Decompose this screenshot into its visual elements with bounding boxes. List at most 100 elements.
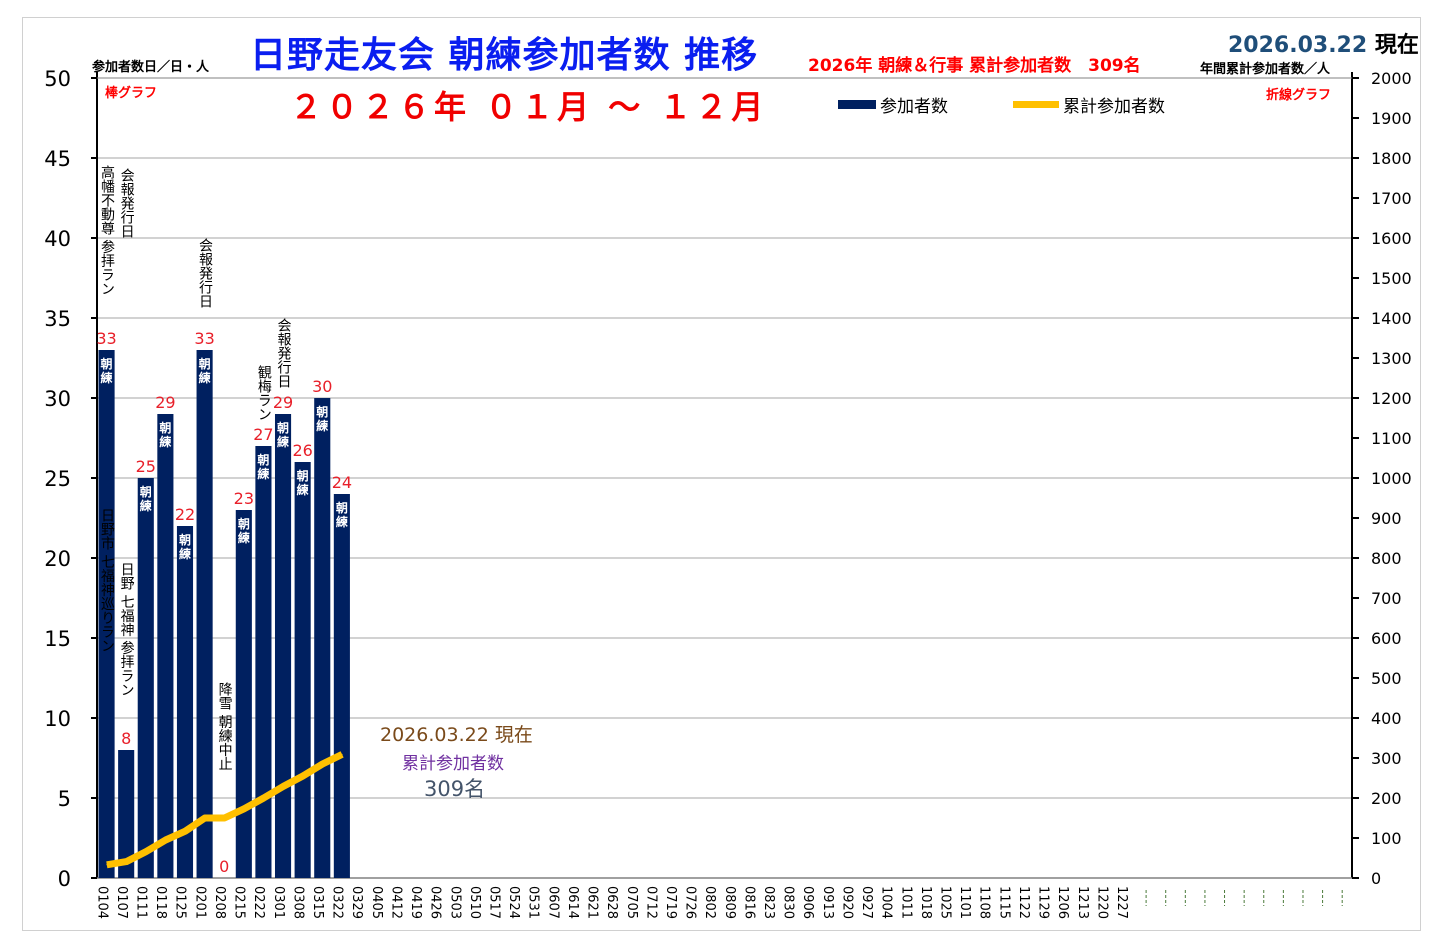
x-tick-label: 1129 xyxy=(1036,886,1051,919)
bar-inner-label: 朝 xyxy=(257,452,269,467)
x-tick-label: 0107 xyxy=(114,886,129,919)
line-graph-tag: 折線グラフ xyxy=(1266,88,1332,103)
x-tick-label: 0301 xyxy=(271,886,286,919)
x-tick-label: 0628 xyxy=(604,886,619,919)
bar-inner-label: 朝 xyxy=(179,532,191,547)
x-tick-label: 0426 xyxy=(428,886,443,919)
cumulative-point xyxy=(263,797,265,799)
bar-value-label: 26 xyxy=(292,441,312,460)
bar xyxy=(196,350,213,878)
x-tick-label: 0419 xyxy=(408,886,423,919)
cumulative-point xyxy=(302,775,304,777)
y-tick-label: 25 xyxy=(44,467,71,491)
x-tick-label: 0405 xyxy=(369,886,384,919)
bar-inner-label: 練 xyxy=(238,530,250,545)
bar xyxy=(333,494,350,878)
annotation: 観梅ラン xyxy=(255,365,272,421)
x-tick-label: 0315 xyxy=(310,886,325,919)
cumulative-point xyxy=(223,817,225,819)
x-tick-label: 1115 xyxy=(996,886,1011,919)
cumulative-point xyxy=(204,817,206,819)
y2-tick-label: 500 xyxy=(1371,669,1402,688)
bar-value-label: 29 xyxy=(155,393,175,412)
bar xyxy=(98,350,115,878)
bar-inner-label: 練 xyxy=(336,514,348,529)
bar xyxy=(235,510,252,878)
y2-tick-label: 300 xyxy=(1371,749,1402,768)
y2-tick-label: 1600 xyxy=(1371,229,1412,248)
y2-tick-label: 1300 xyxy=(1371,349,1412,368)
x-tick-label: 1213 xyxy=(1075,886,1090,919)
x-tick-label: 0308 xyxy=(290,886,305,919)
y2-tick-label: 1700 xyxy=(1371,189,1412,208)
y2-tick-label: 100 xyxy=(1371,829,1402,848)
x-tick-label: 0712 xyxy=(643,886,658,919)
y-tick-label: 0 xyxy=(58,867,71,891)
x-tick-label: 0208 xyxy=(212,886,227,919)
annotation: 高幡不動尊 参拝ラン xyxy=(99,165,115,296)
bar-value-label: 30 xyxy=(312,377,332,396)
bar-graph-tag: 棒グラフ xyxy=(105,86,158,101)
x-tick-label: 0920 xyxy=(839,886,854,919)
y2-axis-label: 年間累計参加者数／人 xyxy=(1200,62,1331,77)
cumulative-point xyxy=(243,808,245,810)
x-tick-label: 0412 xyxy=(388,886,403,919)
annotation: 会報発行日 xyxy=(275,318,292,388)
y2-tick-label: 1500 xyxy=(1371,269,1412,288)
bar xyxy=(137,478,154,878)
x-tick-label: 0705 xyxy=(624,886,639,919)
legend-item-bars: 参加者数 xyxy=(838,92,948,117)
cumulative-point xyxy=(125,861,127,863)
bar xyxy=(118,750,135,878)
bar xyxy=(255,446,272,878)
x-tick-label: 1206 xyxy=(1055,886,1070,919)
y-axis-label: 参加者数日／日・人 xyxy=(92,60,210,75)
x-tick-label: 0614 xyxy=(565,886,580,919)
x-tick-label: 0816 xyxy=(741,886,756,919)
x-tick-label: 0104 xyxy=(94,886,109,919)
bar-inner-label: 朝 xyxy=(101,356,113,371)
x-tick-label: 0215 xyxy=(232,886,247,919)
x-tick-label: 0329 xyxy=(349,886,364,919)
x-tick-label: 0927 xyxy=(859,886,874,919)
bar-inner-label: 朝 xyxy=(277,420,289,435)
bar-inner-label: 朝 xyxy=(238,516,250,531)
bar xyxy=(157,414,174,878)
x-tick-label: 0726 xyxy=(683,886,698,919)
bar-value-label: 33 xyxy=(194,329,214,348)
x-tick-label: 0503 xyxy=(447,886,462,919)
y2-tick-label: 800 xyxy=(1371,549,1402,568)
x-tick-label: 0125 xyxy=(173,886,188,919)
x-tick-label: 0913 xyxy=(820,886,835,919)
x-tick-label: 0322 xyxy=(330,886,345,919)
as-of-date: 2026.03.22 現在 xyxy=(1228,27,1419,59)
bar xyxy=(176,526,194,878)
y-tick-label: 10 xyxy=(44,707,71,731)
y2-tick-label: 0 xyxy=(1371,869,1381,888)
cumulative-point xyxy=(145,851,147,853)
x-tick-label: 1004 xyxy=(879,886,894,919)
bar-inner-label: 朝 xyxy=(336,500,348,515)
bar-inner-label: 朝 xyxy=(316,404,328,419)
bar-value-label: 0 xyxy=(219,857,229,876)
chart-frame xyxy=(22,17,1421,931)
bar-value-label: 27 xyxy=(253,425,273,444)
callout-label: 累計参加者数 xyxy=(402,754,504,774)
bar-inner-label: 朝 xyxy=(297,468,309,483)
x-tick-label: 0823 xyxy=(761,886,776,919)
cumulative-point xyxy=(322,763,324,765)
cumulative-point xyxy=(282,785,284,787)
x-tick-label: 0517 xyxy=(486,886,501,919)
y2-tick-label: 400 xyxy=(1371,709,1402,728)
chart-title: 日野走友会 朝練参加者数 推移 xyxy=(250,35,759,76)
y2-tick-label: 900 xyxy=(1371,509,1402,528)
x-tick-label: 0719 xyxy=(663,886,678,919)
cumulative-point xyxy=(341,753,343,755)
y-tick-label: 5 xyxy=(58,787,71,811)
bar-inner-label: 朝 xyxy=(199,356,211,371)
y-tick-label: 45 xyxy=(44,147,71,171)
callout-value: 309名 xyxy=(424,777,486,801)
y2-tick-label: 1400 xyxy=(1371,309,1412,328)
x-tick-label: 1101 xyxy=(957,886,972,919)
